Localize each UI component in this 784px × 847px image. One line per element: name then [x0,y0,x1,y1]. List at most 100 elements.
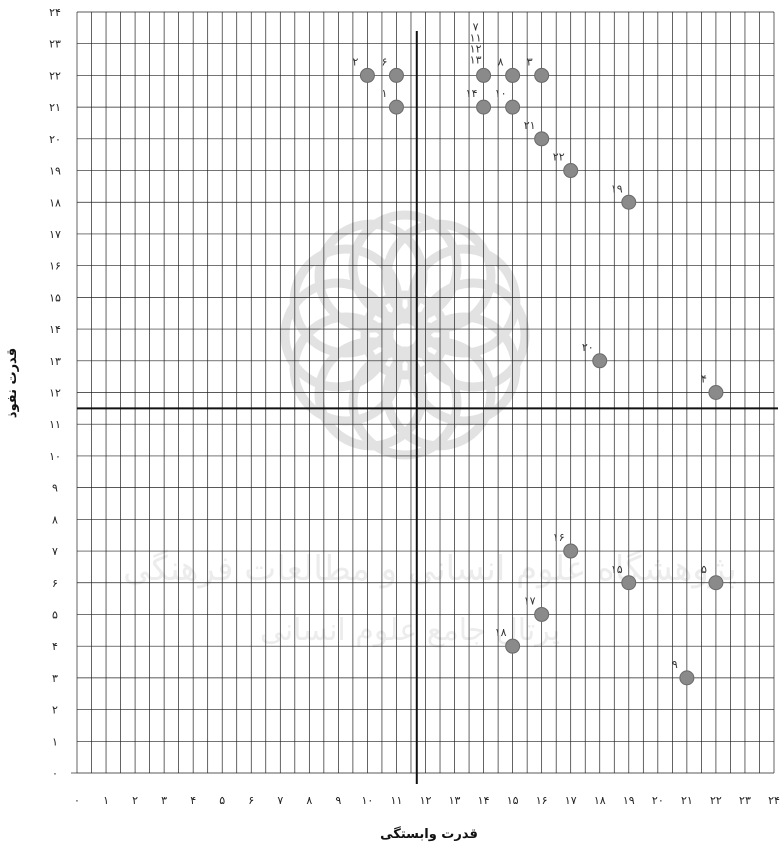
x-tick-label: ۴ [190,794,196,807]
data-point [621,194,637,210]
y-tick-label: ۲۰ [49,133,61,146]
y-tick-label: ۶ [52,577,58,590]
watermark-ring [416,278,530,392]
point-label: ۸ [498,55,504,68]
watermark-ring [360,290,450,380]
data-point [388,67,404,83]
point-label: ۳ [527,55,533,68]
point-label: ۱۴ [466,87,478,100]
point-label: ۱۱ [470,31,482,44]
point-label: ۱۸ [495,626,507,639]
point-label: ۱۷ [524,594,536,607]
x-tick-label: ۲ [132,794,138,807]
x-tick-label: ۲۴ [768,794,780,807]
watermark-ring [348,210,462,324]
x-tick-label: ۱۵ [507,794,519,807]
y-tick-label: ۰ [52,767,58,780]
y-tick-label: ۷ [52,545,58,558]
grid-lines [71,11,775,774]
point-label: ۲۰ [582,341,594,354]
y-tick-label: ۱ [52,735,58,748]
point-label: ۱۳ [470,53,482,66]
y-tick-label: ۱۹ [49,165,61,178]
y-tick-label: ۲۳ [49,38,61,51]
point-label: ۱۵ [611,563,623,576]
y-tick-label: ۱۵ [49,291,61,304]
y-tick-label: ۲۴ [49,6,61,19]
y-tick-label: ۱۲ [49,387,61,400]
point-label: ۴ [701,373,707,386]
x-tick-label: ۱۷ [565,794,577,807]
point-label: ۶ [381,55,387,68]
x-tick-label: ۱۶ [536,794,548,807]
y-tick-label: ۱۱ [49,418,61,431]
point-label: ۲ [352,55,358,68]
point-label: ۲۱ [524,119,536,132]
x-tick-label: ۱۲ [420,794,432,807]
data-point [621,575,637,591]
point-label: ۹ [672,658,678,671]
y-tick-label: ۱۶ [49,260,61,273]
watermark-ring [280,278,394,392]
data-point [476,99,492,115]
point-label: ۱۹ [611,182,623,195]
y-tick-label: ۵ [52,608,58,621]
x-tick-label: ۵ [219,794,225,807]
y-tick-label: ۱۷ [49,228,61,241]
point-label: ۱ [381,87,387,100]
y-tick-label: ۱۸ [49,196,61,209]
watermark-ring [348,346,462,460]
point-label: ۱۲ [470,42,482,55]
y-tick-label: ۸ [52,513,58,526]
y-tick-label: ۱۴ [49,323,61,336]
y-tick-label: ۲ [52,704,58,717]
x-tick-label: ۶ [248,794,254,807]
data-point [563,163,579,179]
data-point [476,67,492,83]
x-tick-label: ۲۱ [681,794,693,807]
data-point [708,575,724,591]
data-point [563,543,579,559]
x-tick-label: ۱۹ [623,794,635,807]
point-label: ۱۶ [553,531,565,544]
y-tick-label: ۴ [52,640,58,653]
point-label: ۵ [701,563,707,576]
data-point [505,67,521,83]
x-tick-label: ۸ [306,794,312,807]
x-tick-label: ۹ [335,794,341,807]
y-tick-label: ۱۰ [49,450,61,463]
data-point [359,67,375,83]
x-tick-label: ۲۰ [652,794,664,807]
point-label: ۷ [473,20,479,33]
point-label: ۱۰ [495,87,507,100]
divider-lines [77,31,778,784]
data-point [534,606,550,622]
x-tick-label: ۱۰ [362,794,374,807]
y-tick-label: ۲۱ [49,101,61,114]
point-label: ۲۲ [553,151,565,164]
y-axis-label: قدرت نفوذ [5,348,20,418]
x-tick-label: ۰ [74,794,80,807]
data-point [505,638,521,654]
data-point [679,670,695,686]
watermark-ring [407,244,521,358]
watermark-ring [382,219,496,333]
data-point [534,67,550,83]
x-axis-label: قدرت وابستگی [380,826,478,842]
data-point [708,385,724,400]
x-tick-label: ۳ [161,794,167,807]
y-tick-label: ۱۳ [49,355,61,368]
data-point [592,353,608,369]
x-tick-label: ۱۸ [594,794,606,807]
x-tick-label: ۲۲ [710,794,722,807]
x-tick-label: ۱۱ [391,794,403,807]
y-tick-label: ۳ [52,672,58,685]
data-point [505,99,521,115]
data-point [388,99,404,115]
data-point [534,131,550,147]
x-tick-label: ۱۳ [449,794,461,807]
x-tick-label: ۱۴ [478,794,490,807]
